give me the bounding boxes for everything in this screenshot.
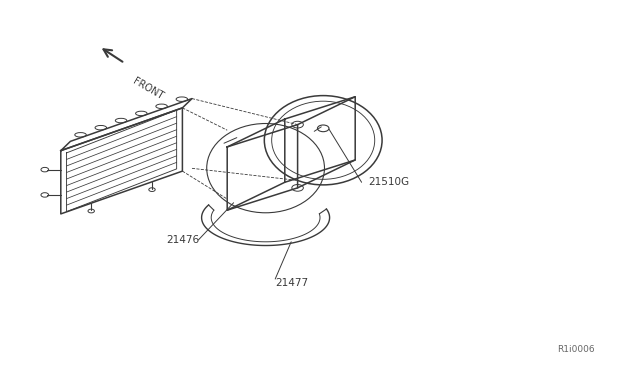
Text: 21510G: 21510G (368, 177, 409, 187)
Text: R1i0006: R1i0006 (557, 345, 595, 354)
Text: FRONT: FRONT (131, 76, 165, 102)
Text: 21477: 21477 (275, 278, 308, 288)
Text: 21476: 21476 (166, 235, 200, 245)
